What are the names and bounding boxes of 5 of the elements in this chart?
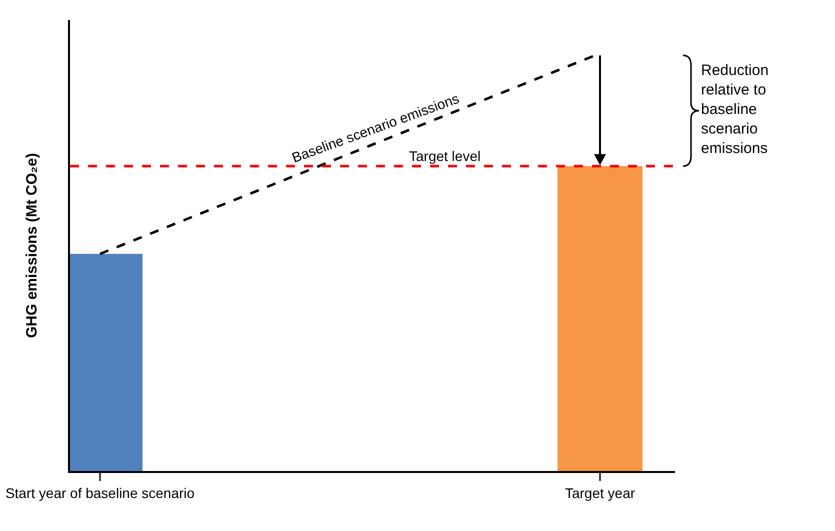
y-axis-title: GHG emissions (Mt CO₂e) [24, 152, 40, 338]
x-tick-label: Start year of baseline scenario [5, 484, 195, 501]
ref-line-label: Target level [409, 148, 481, 164]
x-tick-label: Target year [564, 484, 636, 501]
text: Reduction relative to baseline scenario emissions [701, 62, 769, 157]
